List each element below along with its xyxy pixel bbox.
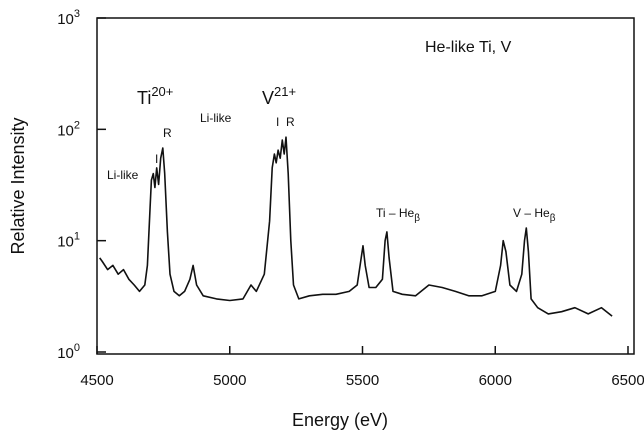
- annotation: I: [155, 152, 158, 166]
- y-tick-base: 10: [57, 345, 74, 362]
- annotation-text: Li-like: [107, 168, 139, 182]
- annotation: He-like Ti, V: [425, 39, 512, 56]
- annotation-text: Ti – He: [376, 206, 415, 220]
- x-tick-label: 5500: [346, 372, 379, 389]
- annotation-superscript: 20+: [151, 84, 173, 99]
- annotation: R: [286, 115, 295, 129]
- annotation-text: I: [276, 115, 279, 129]
- annotation-text: He-like Ti, V: [425, 39, 512, 56]
- y-axis-label: Relative Intensity: [8, 117, 28, 254]
- y-tick-base: 10: [57, 11, 74, 28]
- x-axis-label: Energy (eV): [292, 410, 388, 430]
- annotation-text: R: [286, 115, 295, 129]
- x-tick-label: 6500: [611, 372, 644, 389]
- annotation: Ti20+: [137, 84, 173, 108]
- annotation-text: Li-like: [200, 111, 232, 125]
- annotation-text: V: [262, 88, 274, 108]
- plot-frame: [96, 17, 635, 355]
- annotation: Ti – Heβ: [376, 206, 420, 224]
- y-tick-exponent: 0: [74, 342, 80, 354]
- annotation-text: R: [163, 126, 172, 140]
- x-tick-label: 4500: [80, 372, 113, 389]
- annotation-subscript: β: [550, 213, 556, 224]
- y-tick-base: 10: [57, 234, 74, 251]
- y-tick-exponent: 2: [74, 119, 80, 131]
- annotation: Li-like: [200, 111, 232, 125]
- spectrum-line: [99, 136, 613, 317]
- y-tick-label: 103: [57, 8, 80, 28]
- y-tick-exponent: 3: [74, 8, 80, 20]
- y-tick-label: 101: [57, 231, 80, 251]
- annotation: Li-like: [107, 168, 139, 182]
- annotation-subscript: β: [414, 213, 420, 224]
- annotation-superscript: 21+: [274, 84, 296, 99]
- y-tick-label: 100: [57, 342, 80, 362]
- y-tick-exponent: 1: [74, 231, 80, 243]
- y-tick-base: 10: [57, 122, 74, 139]
- y-tick-label: 102: [57, 119, 80, 139]
- annotation-text: V – He: [513, 206, 550, 220]
- annotation: R: [163, 126, 172, 140]
- annotation: V21+: [262, 84, 296, 108]
- annotation: I: [276, 115, 279, 129]
- annotation-text: Ti: [137, 88, 151, 108]
- annotation: V – Heβ: [513, 206, 556, 224]
- x-tick-label: 6000: [479, 372, 512, 389]
- annotation-text: I: [155, 152, 158, 166]
- x-tick-label: 5000: [213, 372, 246, 389]
